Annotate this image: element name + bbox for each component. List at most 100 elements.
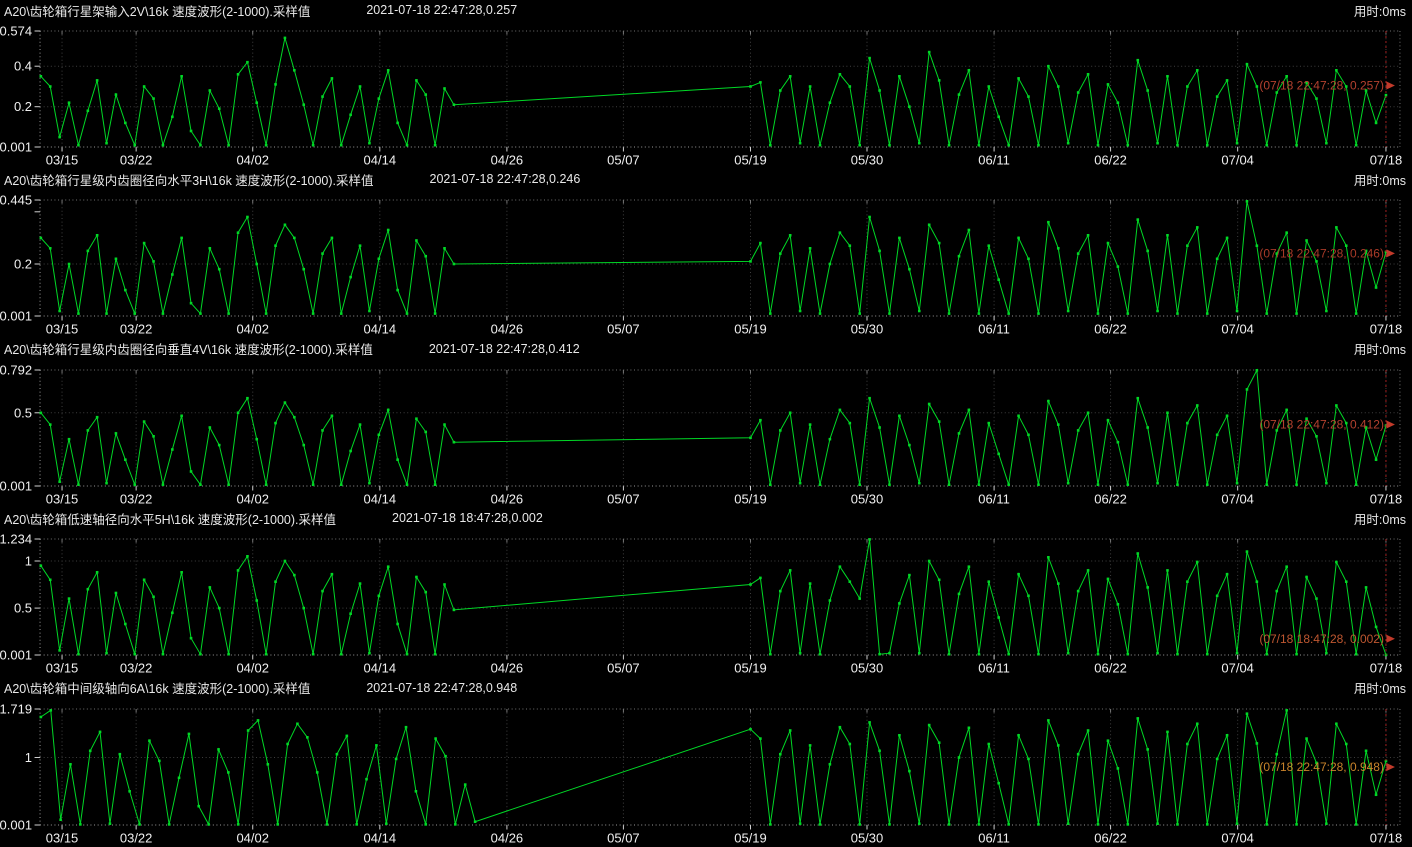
chart-cursor-readout: 2021-07-18 18:47:28,0.002 [392, 511, 543, 526]
svg-text:05/30: 05/30 [851, 661, 884, 676]
chart-title: A20\齿轮箱行星架输入2V\16k 速度波形(2-1000).采样值 [4, 4, 311, 19]
trend-plot[interactable]: 03/15 03/22 04/02 04/14 04/26 05/07 05/19 05/30… [0, 359, 1412, 508]
svg-text:1: 1 [25, 554, 32, 569]
svg-text:0.5: 0.5 [14, 601, 32, 616]
chart-elapsed-time: 用时:0ms [1353, 343, 1406, 358]
svg-text:07/18: 07/18 [1370, 661, 1403, 676]
svg-text:(07/18 22:47:28, 0.257): (07/18 22:47:28, 0.257) [1259, 78, 1384, 92]
svg-text:05/30: 05/30 [851, 491, 884, 506]
svg-text:1.719: 1.719 [0, 701, 32, 716]
svg-text:0.001: 0.001 [0, 817, 32, 832]
trend-chart-block: A20\齿轮箱行星级内齿圈径向水平3H\16k 速度波形(2-1000).采样值… [0, 169, 1412, 339]
chart-cursor-readout: 2021-07-18 22:47:28,0.948 [366, 680, 518, 695]
svg-text:0.2: 0.2 [14, 257, 32, 272]
svg-text:0.001: 0.001 [0, 309, 32, 324]
svg-text:05/19: 05/19 [734, 491, 767, 506]
svg-text:06/11: 06/11 [978, 830, 1010, 845]
svg-text:05/07: 05/07 [607, 661, 639, 676]
svg-text:0.792: 0.792 [0, 362, 32, 377]
svg-text:05/07: 05/07 [607, 152, 639, 167]
svg-text:07/04: 07/04 [1221, 322, 1254, 337]
svg-text:04/14: 04/14 [364, 661, 397, 676]
svg-text:0.2: 0.2 [14, 99, 32, 114]
chart-cursor-readout: 2021-07-18 22:47:28,0.257 [366, 3, 518, 17]
chart-title: A20\齿轮箱行星级内齿圈径向水平3H\16k 速度波形(2-1000).采样值 [4, 173, 374, 188]
svg-text:06/11: 06/11 [978, 152, 1010, 167]
svg-text:04/26: 04/26 [491, 152, 523, 167]
svg-text:03/22: 03/22 [120, 491, 152, 506]
trend-plot[interactable]: 03/15 03/22 04/02 04/14 04/26 05/07 05/19 05/30… [0, 528, 1412, 677]
chart-elapsed-time: 用时:0ms [1353, 173, 1406, 188]
svg-text:05/07: 05/07 [607, 322, 639, 337]
svg-text:05/07: 05/07 [607, 830, 639, 845]
svg-text:0.4: 0.4 [14, 59, 32, 74]
trend-chart-block: A20\齿轮箱行星架输入2V\16k 速度波形(2-1000).采样值 2021… [0, 0, 1412, 170]
chart-title: A20\齿轮箱低速轴径向水平5H\16k 速度波形(2-1000).采样值 [4, 512, 337, 527]
svg-text:03/15: 03/15 [46, 491, 79, 506]
chart-header: A20\齿轮箱低速轴径向水平5H\16k 速度波形(2-1000).采样值 20… [0, 508, 1412, 528]
svg-text:1.234: 1.234 [0, 532, 32, 547]
svg-text:03/15: 03/15 [46, 661, 79, 676]
svg-text:06/11: 06/11 [978, 661, 1010, 676]
svg-text:04/14: 04/14 [364, 152, 397, 167]
svg-text:04/02: 04/02 [236, 661, 269, 676]
svg-text:05/19: 05/19 [734, 322, 767, 337]
chart-cursor-readout: 2021-07-18 22:47:28,0.246 [429, 172, 581, 187]
svg-text:04/26: 04/26 [491, 491, 523, 506]
svg-text:07/04: 07/04 [1221, 661, 1254, 676]
svg-text:0.445: 0.445 [0, 193, 32, 208]
svg-text:04/14: 04/14 [364, 830, 397, 845]
chart-header: A20\齿轮箱行星架输入2V\16k 速度波形(2-1000).采样值 2021… [0, 0, 1412, 20]
svg-text:05/19: 05/19 [734, 661, 767, 676]
svg-text:06/22: 06/22 [1094, 491, 1127, 506]
svg-text:05/19: 05/19 [734, 152, 767, 167]
svg-text:04/02: 04/02 [236, 830, 269, 845]
svg-text:06/22: 06/22 [1094, 661, 1127, 676]
svg-text:07/18: 07/18 [1370, 830, 1403, 845]
svg-text:07/18: 07/18 [1370, 322, 1403, 337]
svg-text:03/22: 03/22 [120, 322, 152, 337]
svg-text:04/02: 04/02 [236, 491, 269, 506]
svg-text:0.001: 0.001 [0, 478, 32, 493]
trend-chart-block: A20\齿轮箱中间级轴向6A\16k 速度波形(2-1000).采样值 2021… [0, 677, 1412, 847]
svg-text:05/30: 05/30 [851, 152, 884, 167]
trend-chart-block: A20\齿轮箱低速轴径向水平5H\16k 速度波形(2-1000).采样值 20… [0, 508, 1412, 678]
chart-elapsed-time: 用时:0ms [1353, 512, 1406, 527]
svg-text:07/04: 07/04 [1221, 152, 1254, 167]
svg-text:07/04: 07/04 [1221, 491, 1254, 506]
svg-text:03/22: 03/22 [120, 830, 152, 845]
chart-elapsed-time: 用时:0ms [1353, 4, 1406, 19]
svg-text:04/26: 04/26 [491, 830, 523, 845]
chart-title: A20\齿轮箱行星级内齿圈径向垂直4V\16k 速度波形(2-1000).采样值 [4, 343, 373, 358]
chart-cursor-readout: 2021-07-18 22:47:28,0.412 [428, 341, 580, 356]
chart-header: A20\齿轮箱行星级内齿圈径向水平3H\16k 速度波形(2-1000).采样值… [0, 169, 1412, 189]
svg-text:04/26: 04/26 [491, 661, 523, 676]
svg-text:05/30: 05/30 [851, 322, 884, 337]
svg-text:05/07: 05/07 [607, 491, 639, 506]
svg-text:07/18: 07/18 [1370, 152, 1403, 167]
svg-text:0.5: 0.5 [14, 405, 32, 420]
svg-text:05/30: 05/30 [851, 830, 884, 845]
chart-title: A20\齿轮箱中间级轴向6A\16k 速度波形(2-1000).采样值 [4, 682, 311, 697]
svg-text:03/15: 03/15 [46, 830, 79, 845]
svg-text:(07/18 22:47:28, 0.246): (07/18 22:47:28, 0.246) [1259, 247, 1384, 261]
svg-text:07/04: 07/04 [1221, 830, 1254, 845]
svg-text:06/11: 06/11 [978, 491, 1010, 506]
svg-text:04/26: 04/26 [491, 322, 523, 337]
trend-plot[interactable]: 03/15 03/22 04/02 04/14 04/26 05/07 05/19 05/30… [0, 189, 1412, 338]
svg-text:0.001: 0.001 [0, 139, 32, 154]
svg-text:0.574: 0.574 [0, 23, 32, 38]
trend-plot[interactable]: 03/15 03/22 04/02 04/14 04/26 05/07 05/19 05/30… [0, 698, 1412, 847]
svg-text:04/14: 04/14 [364, 491, 397, 506]
svg-text:1: 1 [25, 750, 32, 765]
svg-text:03/22: 03/22 [120, 661, 152, 676]
svg-text:(07/18 18:47:28, 0.002): (07/18 18:47:28, 0.002) [1259, 632, 1384, 646]
svg-text:06/22: 06/22 [1094, 152, 1127, 167]
svg-text:05/19: 05/19 [734, 830, 767, 845]
svg-text:07/18: 07/18 [1370, 491, 1403, 506]
chart-elapsed-time: 用时:0ms [1353, 682, 1406, 697]
trend-plot[interactable]: 03/15 03/22 04/02 04/14 04/26 05/07 05/19 05/30… [0, 20, 1412, 169]
chart-header: A20\齿轮箱行星级内齿圈径向垂直4V\16k 速度波形(2-1000).采样值… [0, 339, 1412, 359]
svg-text:06/22: 06/22 [1094, 322, 1127, 337]
